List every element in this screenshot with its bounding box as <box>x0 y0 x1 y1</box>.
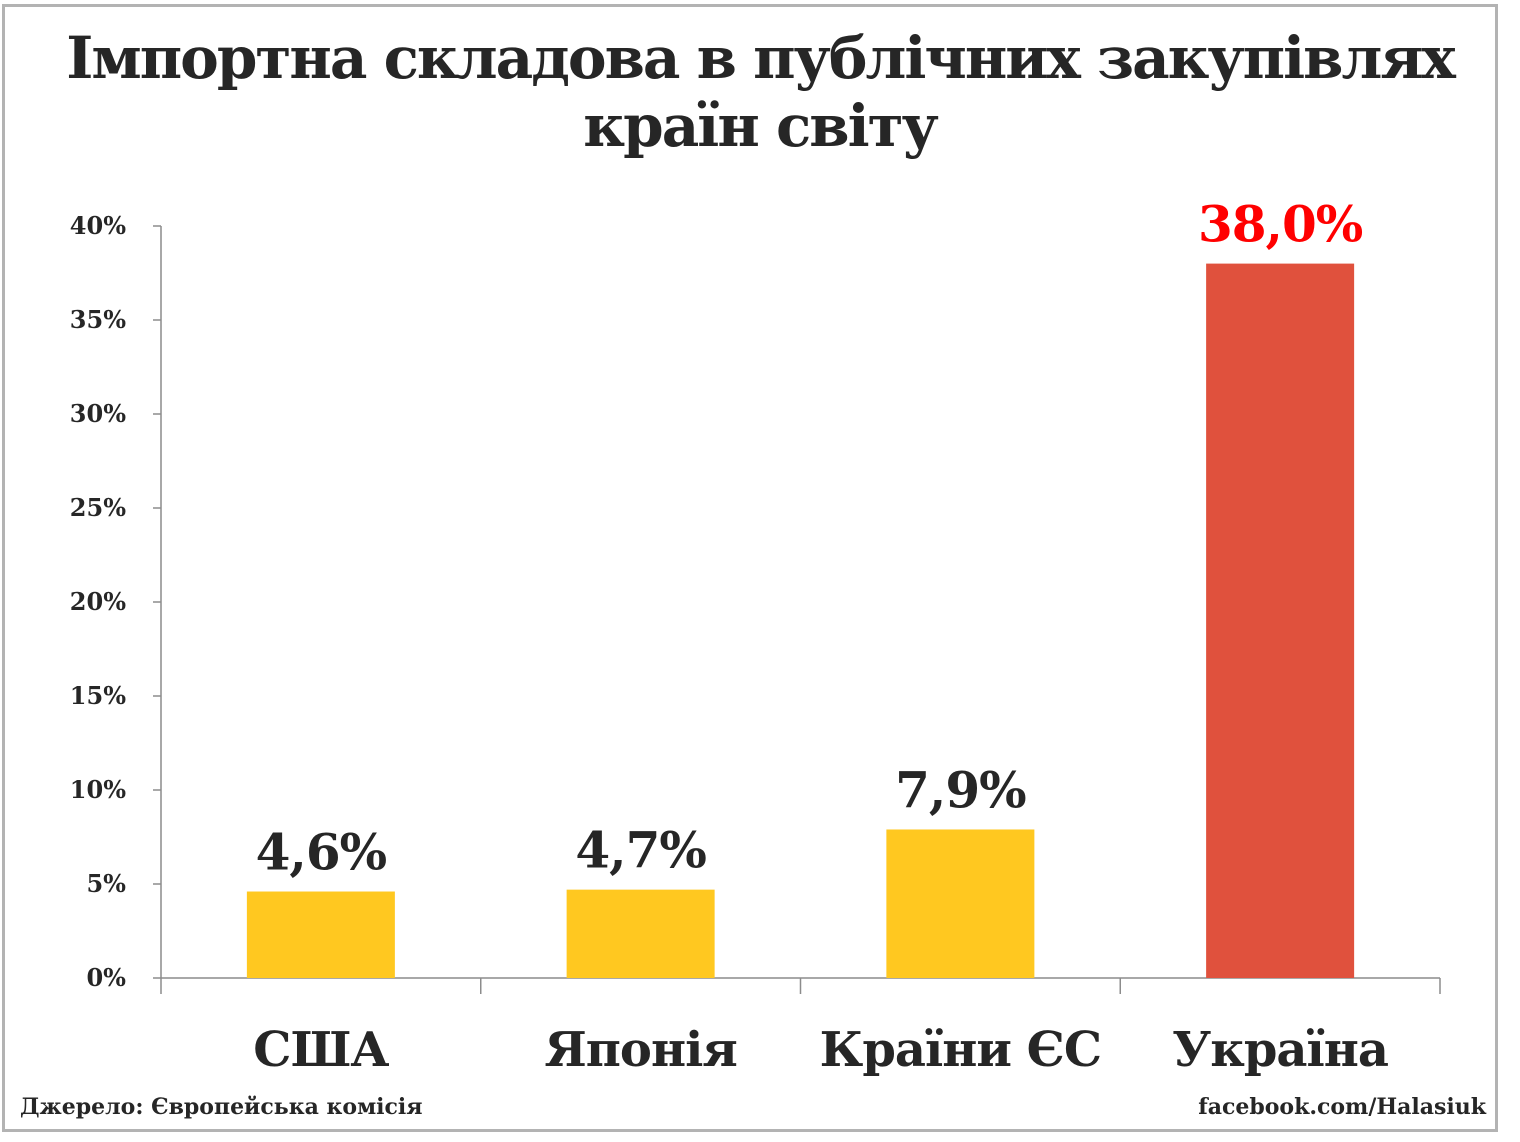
chart-title-line-2: країн світу <box>583 92 938 160</box>
x-category-label: Україна <box>1172 1022 1388 1078</box>
y-tick-label: 25% <box>70 493 126 522</box>
bar <box>566 889 715 978</box>
author-credit: facebook.com/Halasiuk <box>1198 1094 1486 1120</box>
y-tick-label: 30% <box>70 399 126 428</box>
x-category-label: Країни ЄС <box>820 1022 1101 1078</box>
bar-value-label: 4,6% <box>256 823 387 882</box>
bar <box>1206 263 1355 979</box>
chart-title-line-1: Імпортна складова в публічних закупівлях <box>66 24 1456 92</box>
x-category-label: Японія <box>544 1022 736 1078</box>
x-category-label: США <box>253 1022 389 1078</box>
source-note: Джерело: Європейська комісія <box>20 1094 423 1120</box>
bar <box>886 829 1035 978</box>
y-tick-label: 15% <box>70 681 126 710</box>
y-tick-label: 35% <box>70 305 126 334</box>
y-tick-label: 0% <box>86 963 126 992</box>
bar-value-label: 38,0% <box>1198 195 1363 254</box>
y-tick-label: 10% <box>70 775 126 804</box>
chart-title: Імпортна складова в публічних закупівлях… <box>0 24 1520 160</box>
bar <box>246 891 395 978</box>
y-tick-label: 5% <box>86 869 126 898</box>
bar-value-label: 4,7% <box>575 821 706 880</box>
bar-value-label: 7,9% <box>895 760 1026 819</box>
y-tick-label: 40% <box>70 211 126 240</box>
y-tick-label: 20% <box>70 587 126 616</box>
